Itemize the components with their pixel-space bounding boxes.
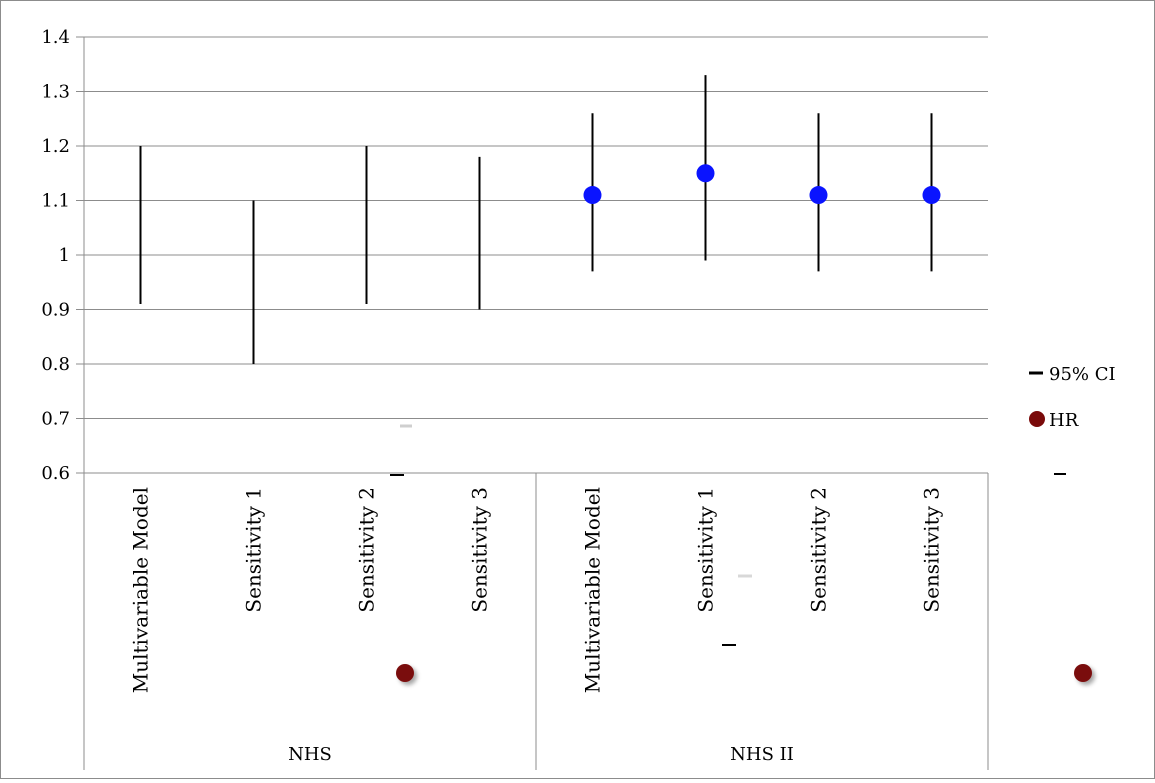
x-category-label: Sensitivity 1 — [242, 487, 266, 613]
axes — [83, 37, 989, 770]
x-category-label: Sensitivity 2 — [807, 487, 831, 613]
y-tick-label: 1.2 — [41, 136, 70, 157]
legend-ci-label: 95% CI — [1049, 364, 1116, 385]
group-label: NHS II — [730, 744, 794, 765]
y-tick-label: 0.6 — [41, 463, 70, 484]
hr-point — [809, 186, 828, 205]
x-group-labels: NHS NHS II — [288, 744, 794, 765]
y-tick-label: 1.3 — [41, 82, 70, 103]
stray-hr-point — [1074, 664, 1092, 682]
y-tick-label: 0.9 — [41, 300, 70, 321]
legend: 95% CI HR — [1029, 364, 1116, 431]
y-tick-label: 0.7 — [41, 409, 70, 430]
y-tick-label: 1.1 — [41, 191, 70, 212]
y-tick-labels: 0.6 0.7 0.8 0.9 1 1.1 1.2 1.3 1.4 — [41, 27, 70, 484]
x-category-label: Multivariable Model — [129, 487, 153, 693]
x-category-label: Sensitivity 3 — [468, 487, 492, 613]
legend-hr-label: HR — [1049, 410, 1079, 431]
y-tick-label: 0.8 — [41, 354, 70, 375]
hr-point — [583, 186, 602, 205]
hr-point — [922, 186, 941, 205]
x-category-labels: Multivariable Model Sensitivity 1 Sensitiv… — [129, 487, 944, 693]
y-tick-label: 1 — [59, 245, 70, 266]
x-category-label: Sensitivity 3 — [920, 487, 944, 613]
x-category-label: Sensitivity 1 — [694, 487, 718, 613]
detached-markers — [390, 424, 1092, 682]
legend-hr-swatch — [1029, 411, 1045, 427]
gridlines — [76, 36, 988, 474]
hr-point — [696, 164, 715, 183]
group-label: NHS — [288, 744, 332, 765]
x-category-label: Sensitivity 2 — [355, 487, 379, 613]
x-category-label: Multivariable Model — [581, 487, 605, 693]
hr-points — [583, 164, 941, 205]
stray-hr-point — [396, 664, 414, 682]
y-tick-label: 1.4 — [41, 27, 70, 48]
